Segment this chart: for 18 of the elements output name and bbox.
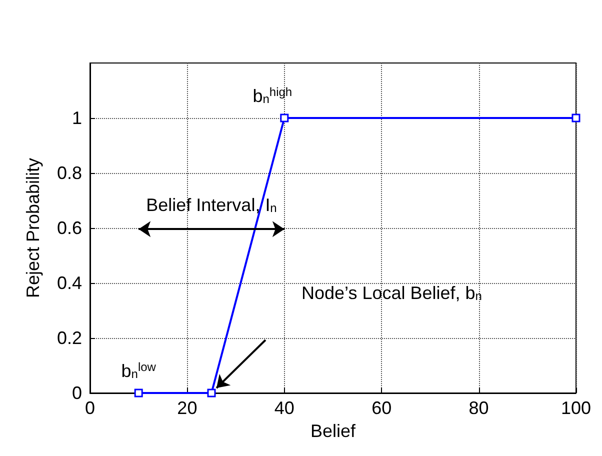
y-tick-label: 0.2 — [56, 328, 82, 348]
annotation: bnlow — [121, 360, 156, 381]
y-tick-label: 0.8 — [56, 163, 82, 183]
y-tick-label: 0.6 — [56, 218, 82, 238]
x-tick-label: 0 — [84, 398, 96, 418]
annotation: Belief Interval, In — [146, 195, 277, 216]
x-tick-label: 100 — [560, 398, 592, 418]
x-tick-label: 80 — [468, 398, 489, 418]
x-tick-label: 40 — [274, 398, 294, 418]
x-tick-label: 20 — [177, 398, 198, 418]
y-tick-label: 1 — [72, 108, 82, 128]
x-tick-label: 60 — [372, 398, 392, 418]
y-tick-label: 0.4 — [56, 273, 82, 293]
y-tick-label: 0 — [72, 383, 82, 403]
x-axis-title: Belief — [310, 420, 356, 441]
annotation: bnhigh — [252, 85, 292, 106]
y-axis-title: Reject Probability — [23, 158, 43, 298]
annotation: Node’s Local Belief, bn — [301, 283, 482, 303]
